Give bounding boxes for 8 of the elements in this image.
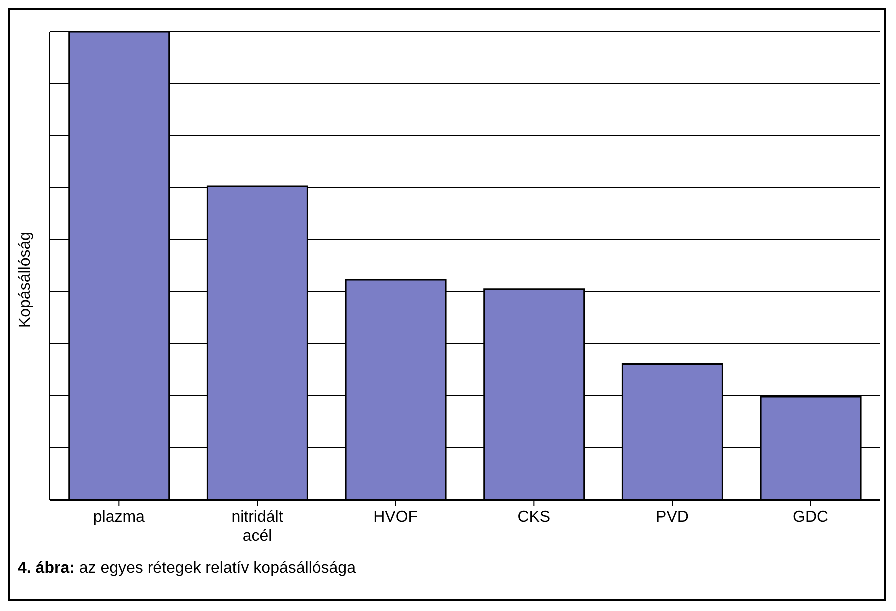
x-tick-label: plazma: [93, 509, 146, 526]
x-tick-label: GDC: [793, 509, 829, 526]
x-tick-label: nitridált acél: [232, 509, 284, 545]
x-tick-label: PVD: [656, 509, 689, 526]
text: 4. ábra: az egyes rétegek relatív kopásállósága: [17, 560, 357, 578]
x-tick-label: CKS: [518, 509, 551, 526]
y-axis-title: Kopásállóság: [17, 232, 35, 328]
x-tick-label: HVOF: [374, 509, 418, 526]
